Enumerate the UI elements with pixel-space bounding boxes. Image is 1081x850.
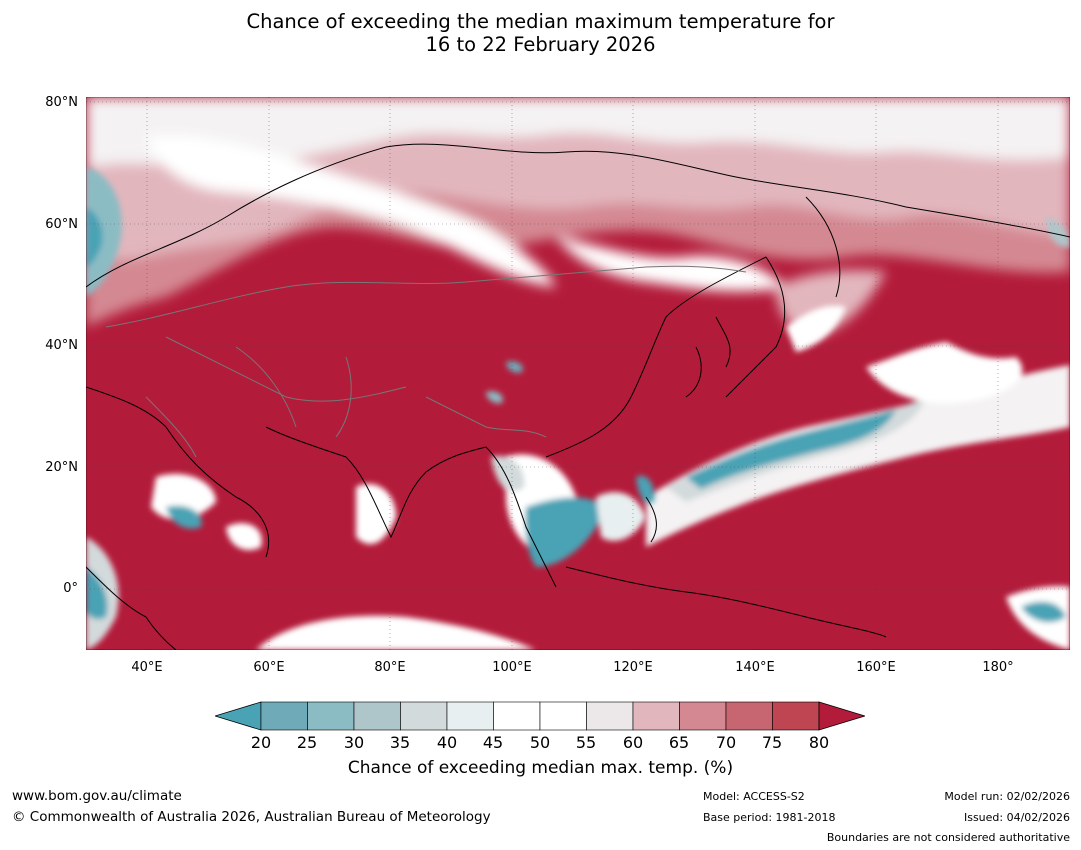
colorbar-segment [353, 701, 401, 731]
colorbar-tick-60: 60 [622, 733, 644, 752]
colorbar-tick-65: 65 [668, 733, 690, 752]
model-run-date: Model run: 02/02/2026 [944, 790, 1070, 803]
probability-map [86, 97, 1070, 650]
colorbar-segment [539, 701, 587, 731]
lon-label-160e: 160°E [856, 660, 896, 675]
country-borders [105, 265, 747, 458]
map-title-line1: Chance of exceeding the median maximum t… [246, 10, 835, 33]
graticule [86, 97, 1070, 650]
lon-label-80e: 80°E [374, 660, 406, 675]
colorbar-tick-75: 75 [761, 733, 783, 752]
boundaries-disclaimer: Boundaries are not considered authoritat… [826, 831, 1070, 844]
colorbar-tick-35: 35 [389, 733, 411, 752]
colorbar-extend-high [818, 701, 865, 731]
colorbar-segment [400, 701, 448, 731]
colorbar-segment [493, 701, 541, 731]
colorbar-tick-45: 45 [482, 733, 504, 752]
lat-label-40n: 40°N [45, 338, 78, 353]
northwest-teal [86, 167, 1070, 297]
colorbar-segment [307, 701, 355, 731]
coastlines [86, 143, 1070, 650]
lon-label-100e: 100°E [492, 660, 532, 675]
colorbar-tick-40: 40 [436, 733, 458, 752]
copyright-text: © Commonwealth of Australia 2026, Austra… [12, 809, 491, 825]
colorbar-tick-50: 50 [529, 733, 551, 752]
southern-band [256, 586, 1070, 650]
lat-label-20n: 20°N [45, 460, 78, 475]
colorbar-title: Chance of exceeding median max. temp. (%… [347, 758, 734, 778]
pacific-band [646, 305, 1070, 547]
lon-label-140e: 140°E [735, 660, 775, 675]
northern-band [86, 97, 1070, 337]
lon-label-120e: 120°E [613, 660, 653, 675]
colorbar-tick-55: 55 [575, 733, 597, 752]
colorbar-segment [586, 701, 634, 731]
colorbar-segment [679, 701, 727, 731]
colorbar-segment [260, 701, 308, 731]
lat-label-60n: 60°N [45, 217, 78, 232]
lon-label-60e: 60°E [253, 660, 285, 675]
colorbar-tick-30: 30 [343, 733, 365, 752]
colorbar [215, 701, 865, 731]
lat-label-0: 0° [63, 581, 78, 596]
colorbar-segment [772, 701, 820, 731]
colorbar-extend-low [215, 701, 262, 731]
website-link[interactable]: www.bom.gov.au/climate [12, 788, 182, 804]
lon-label-40e: 40°E [131, 660, 163, 675]
colorbar-tick-25: 25 [296, 733, 318, 752]
model-name: Model: ACCESS-S2 [703, 790, 805, 803]
lat-label-80n: 80°N [45, 95, 78, 110]
lon-label-180: 180° [982, 660, 1014, 675]
colorbar-tick-20: 20 [250, 733, 272, 752]
south-asia [356, 361, 525, 545]
base-period: Base period: 1981-2018 [703, 811, 836, 824]
colorbar-segment [446, 701, 494, 731]
horn-of-africa [86, 473, 262, 650]
issued-date: Issued: 04/02/2026 [963, 811, 1070, 824]
colorbar-tick-80: 80 [808, 733, 830, 752]
colorbar-segment [725, 701, 773, 731]
colorbar-tick-70: 70 [715, 733, 737, 752]
colorbar-segment [632, 701, 680, 731]
map-title-line2: 16 to 22 February 2026 [425, 33, 656, 56]
maritime-continent [506, 454, 655, 567]
